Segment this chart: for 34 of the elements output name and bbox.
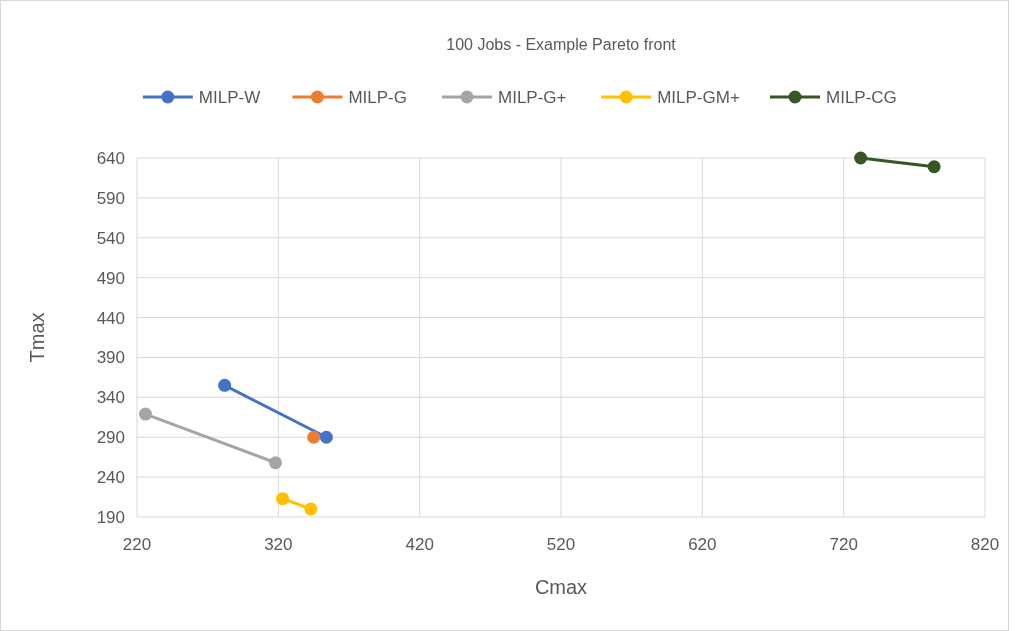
point bbox=[307, 430, 321, 444]
point bbox=[269, 456, 283, 470]
x-tick-label: 420 bbox=[405, 535, 434, 554]
chart-title: 100 Jobs - Example Pareto front bbox=[446, 36, 677, 53]
y-tick-label: 440 bbox=[96, 308, 125, 328]
legend-label: MILP-W bbox=[198, 88, 261, 107]
y-tick-label: 340 bbox=[96, 388, 125, 408]
y-tick-label: 190 bbox=[96, 508, 125, 527]
legend-label: MILP-G+ bbox=[498, 88, 567, 107]
x-tick-label: 220 bbox=[122, 535, 152, 554]
x-tick-label: 620 bbox=[688, 535, 717, 554]
point bbox=[304, 502, 318, 516]
x-tick-label: 720 bbox=[829, 535, 858, 554]
y-tick-label: 590 bbox=[96, 188, 125, 208]
point bbox=[854, 151, 868, 165]
point bbox=[319, 430, 333, 444]
legend-label: MILP-CG bbox=[826, 88, 897, 107]
y-axis-title: Tmax bbox=[26, 312, 48, 363]
x-tick-label: 520 bbox=[546, 535, 576, 554]
y-tick-label: 490 bbox=[96, 268, 125, 288]
y-tick-label: 640 bbox=[96, 149, 125, 168]
point bbox=[138, 407, 152, 421]
point bbox=[276, 492, 290, 506]
legend-label: MILP-G bbox=[348, 88, 407, 107]
point bbox=[927, 160, 941, 174]
y-tick-label: 290 bbox=[96, 428, 125, 448]
x-tick-label: 820 bbox=[970, 535, 1000, 554]
y-tick-label: 390 bbox=[96, 348, 125, 368]
y-tick-label: 540 bbox=[96, 228, 125, 248]
legend-label: MILP-GM+ bbox=[657, 88, 740, 107]
x-axis-title: Cmax bbox=[534, 576, 588, 598]
y-tick-label: 240 bbox=[96, 468, 125, 488]
point bbox=[218, 378, 232, 392]
x-tick-label: 320 bbox=[264, 535, 293, 554]
